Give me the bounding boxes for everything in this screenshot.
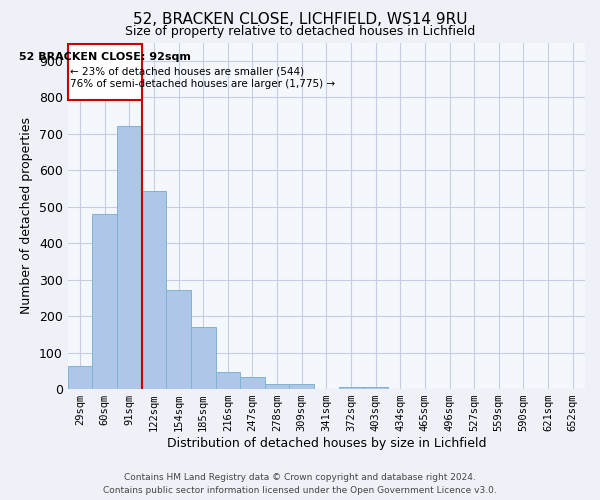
Text: Contains HM Land Registry data © Crown copyright and database right 2024.
Contai: Contains HM Land Registry data © Crown c… bbox=[103, 473, 497, 495]
Bar bbox=[117, 126, 142, 389]
Text: 52, BRACKEN CLOSE, LICHFIELD, WS14 9RU: 52, BRACKEN CLOSE, LICHFIELD, WS14 9RU bbox=[133, 12, 467, 28]
Bar bbox=[289, 384, 314, 389]
Bar bbox=[338, 386, 364, 389]
Text: 76% of semi-detached houses are larger (1,775) →: 76% of semi-detached houses are larger (… bbox=[70, 79, 335, 89]
Bar bbox=[364, 386, 388, 389]
FancyBboxPatch shape bbox=[68, 44, 142, 100]
Text: Size of property relative to detached houses in Lichfield: Size of property relative to detached ho… bbox=[125, 25, 475, 38]
Bar bbox=[215, 372, 240, 389]
Bar bbox=[191, 327, 215, 389]
Y-axis label: Number of detached properties: Number of detached properties bbox=[20, 118, 34, 314]
Text: 52 BRACKEN CLOSE: 92sqm: 52 BRACKEN CLOSE: 92sqm bbox=[19, 52, 191, 62]
Bar bbox=[142, 191, 166, 389]
Bar bbox=[265, 384, 289, 389]
X-axis label: Distribution of detached houses by size in Lichfield: Distribution of detached houses by size … bbox=[167, 437, 486, 450]
Bar bbox=[68, 366, 92, 389]
Text: ← 23% of detached houses are smaller (544): ← 23% of detached houses are smaller (54… bbox=[70, 66, 304, 76]
Bar bbox=[92, 214, 117, 389]
Bar bbox=[240, 378, 265, 389]
Bar bbox=[166, 290, 191, 389]
